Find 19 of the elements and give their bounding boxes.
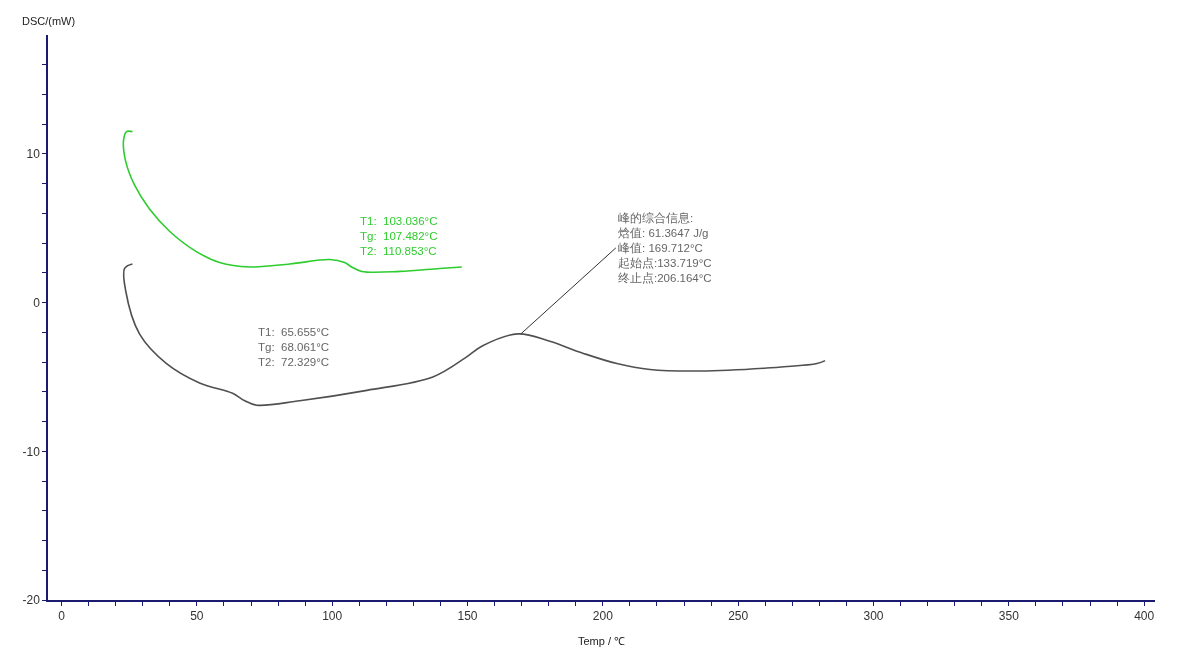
x-tick-label: 300 xyxy=(863,609,884,624)
x-tick-label: 350 xyxy=(998,609,1020,624)
x-axis-title: Temp / ℃ xyxy=(577,634,626,647)
annotation: T1: 103.036°C Tg: 107.482°C T2: 110.853°C xyxy=(360,215,438,257)
x-tick-label: 400 xyxy=(1134,609,1155,624)
x-tick-label: 0 xyxy=(58,609,66,624)
y-tick-label: 0 xyxy=(33,295,41,310)
y-tick-label: -10 xyxy=(22,444,41,459)
annotation: T1: 65.655°C Tg: 68.061°C T2: 72.329°C xyxy=(258,326,330,368)
x-tick-label: 250 xyxy=(728,609,749,624)
x-tick-label: 150 xyxy=(457,609,478,624)
y-tick-label: -20 xyxy=(22,593,41,608)
x-tick-label: 50 xyxy=(190,609,204,624)
x-tick-label: 200 xyxy=(592,609,614,624)
y-axis-title: DSC/(mW) xyxy=(22,15,76,27)
annotation: 峰的综合信息: 焓值: 61.3647 J/g 峰值: 169.712°C 起始点:133.719°C 终止点:206.164°C xyxy=(618,211,712,284)
line-series xyxy=(122,130,463,274)
x-tick-label: 100 xyxy=(322,609,343,624)
y-tick-label: 10 xyxy=(26,147,41,162)
